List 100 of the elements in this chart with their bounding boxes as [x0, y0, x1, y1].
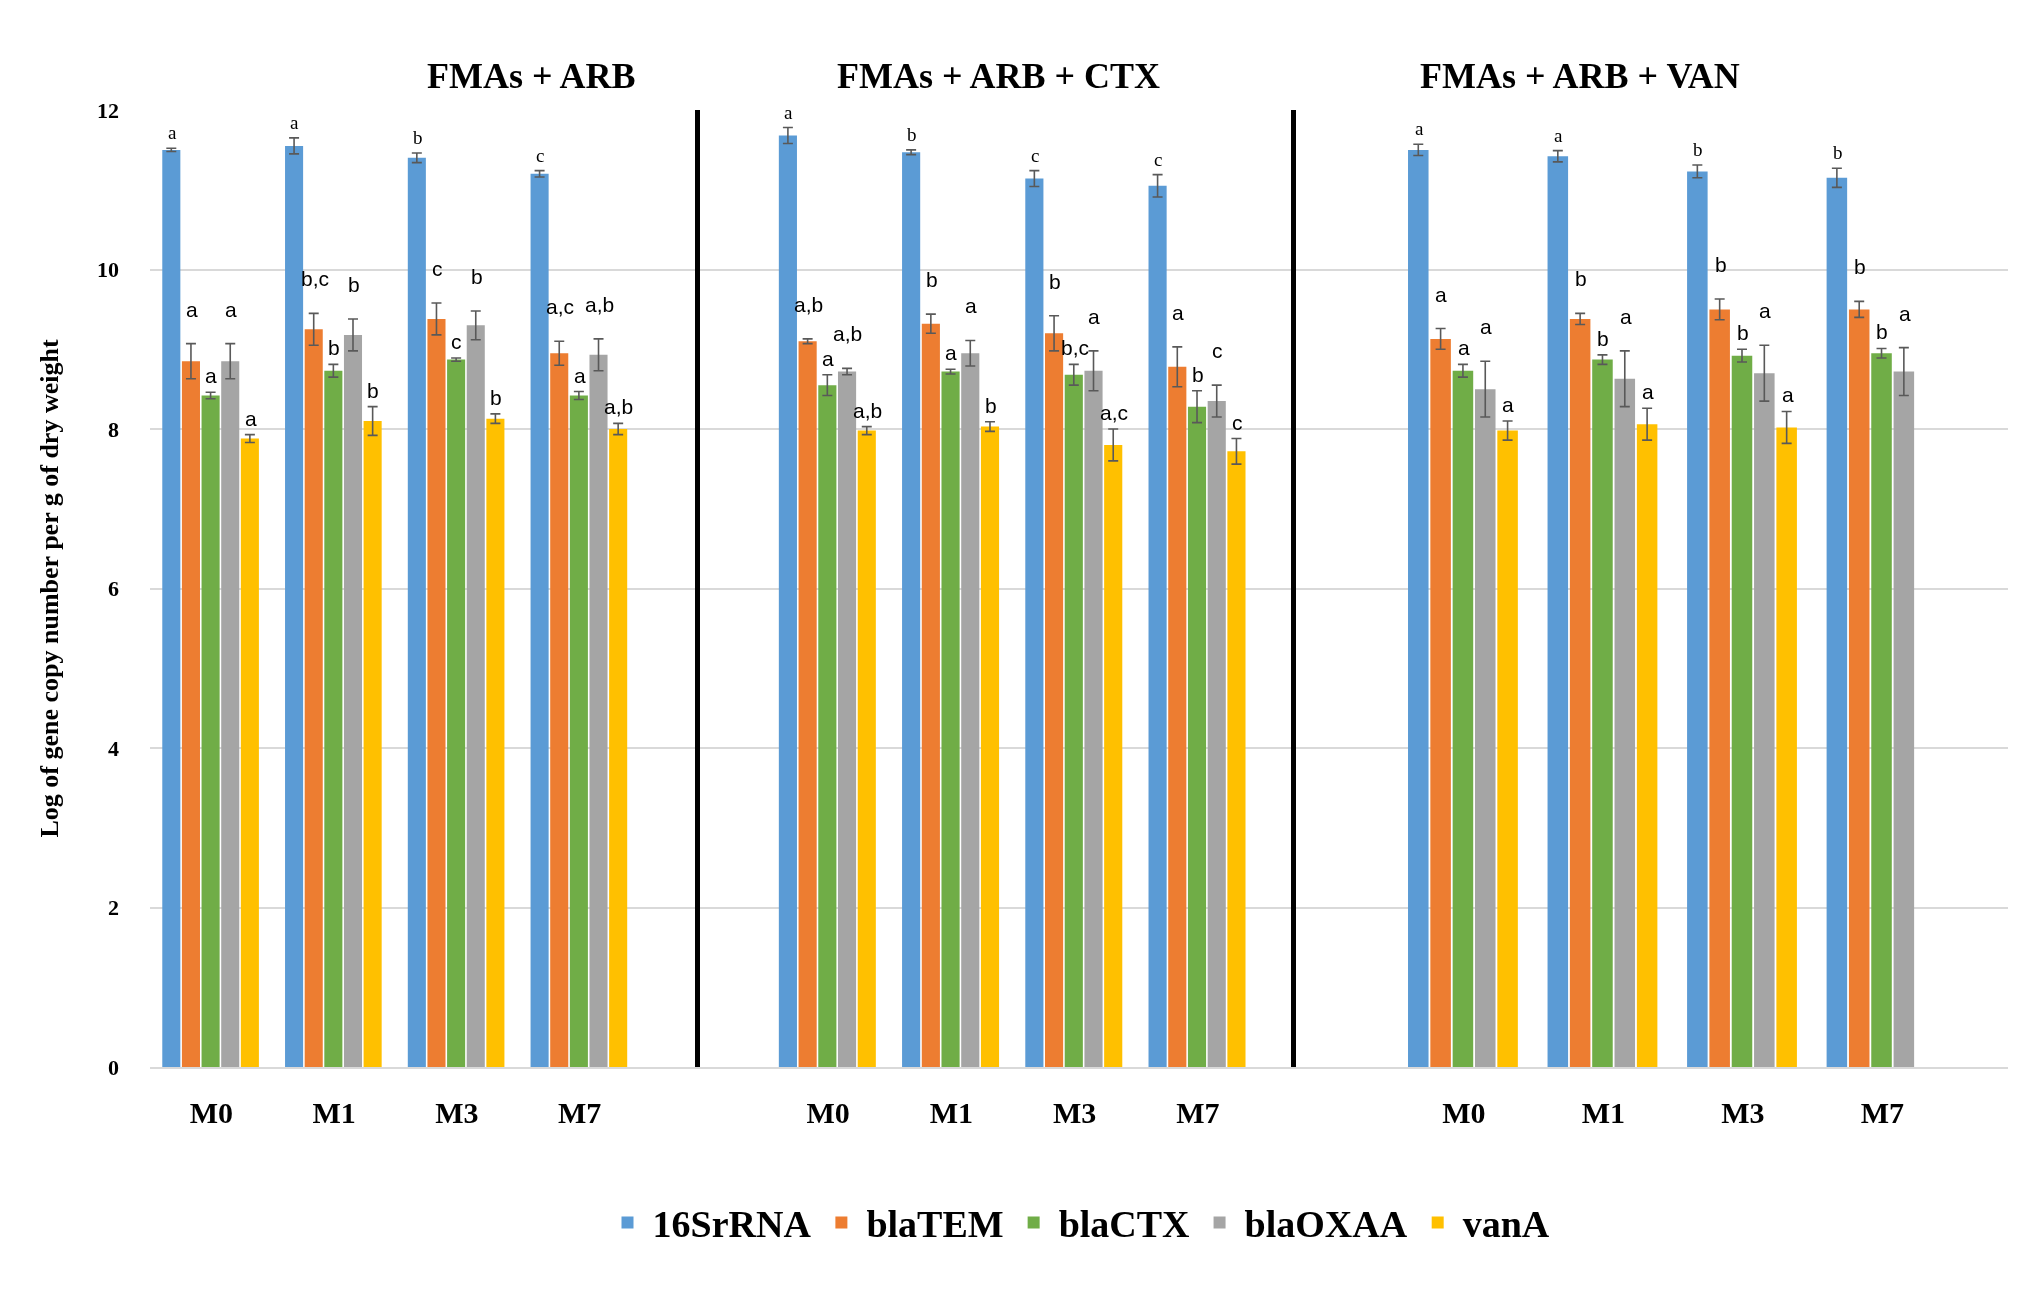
legend-label: blaCTX — [1058, 1203, 1190, 1246]
data-label: a,b — [604, 395, 634, 418]
data-label: a — [186, 298, 198, 321]
data-label: a — [225, 298, 237, 321]
bar — [1207, 401, 1226, 1067]
legend-label: blaOXAA — [1244, 1203, 1408, 1246]
data-label: c — [451, 330, 462, 353]
bar — [240, 438, 259, 1067]
chart-title: FMAs + ARB — [427, 56, 636, 96]
x-tick-label: M1 — [1581, 1095, 1626, 1129]
bar — [1776, 427, 1797, 1067]
bar — [550, 353, 569, 1067]
bar — [1731, 355, 1753, 1067]
data-label: a,b — [833, 322, 863, 345]
bar — [1045, 333, 1064, 1067]
bar — [1104, 444, 1123, 1067]
bar — [201, 395, 220, 1067]
data-label: a — [1480, 315, 1492, 338]
data-label: b — [1597, 327, 1609, 350]
bar — [447, 359, 466, 1067]
data-label: b — [328, 336, 340, 359]
x-tick-label: M1 — [312, 1095, 356, 1129]
bar — [1871, 353, 1892, 1067]
data-label: b — [1854, 255, 1866, 278]
bar — [818, 385, 837, 1067]
bar — [980, 426, 1000, 1067]
data-label: a — [1502, 393, 1514, 416]
data-label: a — [1172, 301, 1184, 324]
bar — [1547, 156, 1569, 1067]
data-label: b — [926, 268, 938, 291]
data-label: b — [367, 379, 379, 402]
bar — [530, 173, 549, 1067]
bar — [609, 429, 628, 1067]
bar — [1474, 389, 1496, 1067]
data-label: a — [574, 364, 586, 387]
data-label: c — [1031, 145, 1040, 166]
data-label: c — [1232, 411, 1243, 434]
bar — [1064, 374, 1083, 1067]
bar — [798, 341, 817, 1067]
data-label: b — [490, 386, 502, 409]
bar — [363, 421, 382, 1067]
bar — [285, 145, 304, 1067]
data-label: b — [1715, 253, 1727, 276]
x-tick-label: M7 — [1860, 1095, 1905, 1129]
bar — [221, 361, 240, 1067]
y-tick-label: 10 — [97, 257, 119, 283]
data-label: b — [1876, 320, 1888, 343]
x-tick-label: M7 — [1176, 1095, 1220, 1129]
chart-title: FMAs + ARB + VAN — [1420, 56, 1740, 96]
y-tick-label: 4 — [108, 735, 119, 761]
bar — [1168, 366, 1187, 1067]
bar — [1497, 430, 1518, 1067]
legend-label: blaTEM — [866, 1203, 1004, 1246]
bar — [1025, 178, 1044, 1067]
y-tick-label: 8 — [108, 416, 119, 442]
bar — [1687, 171, 1708, 1067]
bar — [1148, 185, 1167, 1067]
bar — [857, 430, 876, 1067]
data-label: c — [1154, 149, 1163, 170]
data-label: b — [1575, 267, 1587, 290]
bar — [181, 361, 200, 1067]
data-label: a — [1554, 125, 1563, 146]
x-tick-label: M0 — [189, 1095, 234, 1129]
bar — [1709, 309, 1730, 1067]
data-label: b — [985, 394, 997, 417]
data-label: a — [784, 102, 793, 123]
data-label: a — [1458, 336, 1470, 359]
data-label: b — [1049, 270, 1061, 293]
data-label: b — [907, 124, 917, 145]
data-label: a — [205, 364, 217, 387]
data-label: b — [1833, 142, 1843, 163]
y-axis-title: Log of gene copy number per g of dry weight — [35, 339, 65, 838]
data-label: a — [245, 407, 257, 430]
bar — [941, 371, 960, 1067]
x-tick-label: M3 — [1052, 1095, 1097, 1129]
bar — [304, 329, 323, 1067]
data-label: b — [413, 127, 423, 148]
bar — [961, 353, 980, 1067]
y-tick-label: 6 — [108, 576, 119, 602]
data-label: a — [1782, 383, 1794, 406]
bar — [1227, 451, 1246, 1067]
chart-title: FMAs + ARB + CTX — [837, 56, 1161, 96]
bar — [486, 418, 505, 1067]
bar — [1893, 371, 1915, 1067]
data-label: c — [1212, 339, 1223, 362]
data-label: a,c — [1100, 401, 1129, 424]
bar — [324, 370, 343, 1067]
data-label: a,b — [853, 399, 883, 422]
bar — [902, 152, 921, 1067]
bar — [1452, 370, 1474, 1067]
data-label: b — [348, 273, 360, 296]
data-label: a — [290, 112, 299, 133]
bar — [162, 149, 181, 1067]
x-tick-label: M7 — [558, 1095, 602, 1129]
data-label: a,b — [585, 293, 615, 316]
data-label: a — [822, 347, 834, 370]
bar — [1848, 309, 1870, 1067]
data-label: a — [1415, 118, 1424, 139]
data-label: a — [1435, 283, 1447, 306]
data-label: a — [1759, 299, 1771, 322]
